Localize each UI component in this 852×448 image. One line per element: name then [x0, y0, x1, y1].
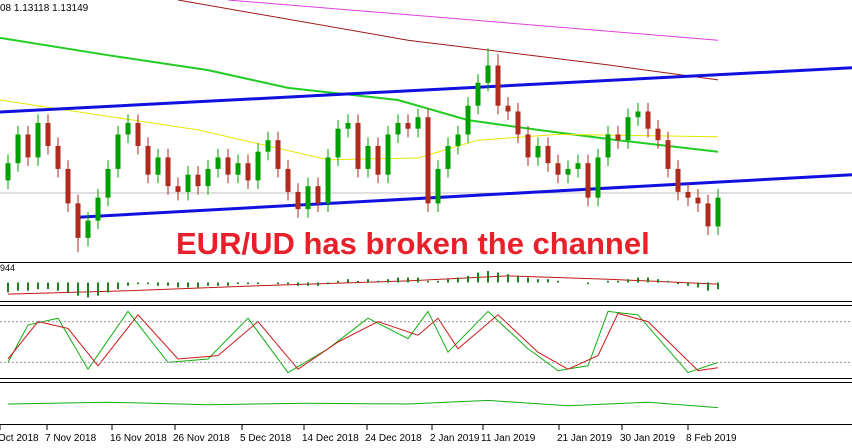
- indicator-line: [7, 312, 719, 372]
- candle-body: [215, 157, 221, 169]
- x-tick-label: 26 Nov 2018: [173, 433, 230, 444]
- candle-body: [385, 134, 391, 175]
- candle-body: [135, 122, 141, 146]
- candle-body: [85, 220, 91, 238]
- x-tick-label: 11 Jan 2019: [481, 433, 536, 444]
- candle-body: [525, 134, 531, 158]
- candle-body: [575, 163, 581, 169]
- candle-body: [645, 111, 651, 129]
- moving-average: [227, 0, 719, 41]
- candle-body: [605, 134, 611, 158]
- candle-body: [245, 163, 251, 181]
- candle-body: [165, 157, 171, 187]
- x-tick-label: 21 Jan 2019: [557, 433, 612, 444]
- x-tick-label: 8 Feb 2019: [686, 433, 737, 444]
- candle-body: [585, 163, 591, 198]
- candle-body: [335, 128, 341, 158]
- header: 08 1.13118 1.13149: [0, 3, 89, 14]
- moving-average: [177, 0, 719, 81]
- candle-body: [565, 168, 571, 175]
- annotation: EUR/UD has broken the channel: [176, 226, 650, 261]
- candle-body: [485, 65, 491, 83]
- panel-borders: [0, 262, 852, 425]
- candle-body: [505, 105, 511, 112]
- candle-body: [275, 140, 281, 169]
- moving-average: [0, 99, 719, 161]
- candle-body: [535, 145, 541, 158]
- candle-body: [475, 82, 481, 106]
- x-tick-label: Oct 2018: [0, 433, 39, 444]
- candle-body: [65, 168, 71, 204]
- candle-body: [555, 163, 561, 175]
- candle-body: [365, 145, 371, 169]
- candle-body: [435, 168, 441, 204]
- channel-line: [77, 173, 852, 219]
- indicator-line: [7, 399, 719, 409]
- candle-body: [515, 111, 521, 135]
- candle-body: [155, 157, 161, 175]
- x-tick-label: 14 Dec 2018: [302, 433, 359, 444]
- candle-body: [265, 140, 271, 152]
- candle-body: [715, 197, 721, 227]
- candle-body: [255, 151, 261, 181]
- x-tick-label: 24 Dec 2018: [365, 433, 422, 444]
- candle-body: [185, 174, 191, 192]
- channel-line: [0, 66, 852, 114]
- candle-body: [445, 145, 451, 169]
- x-tick-label: 30 Jan 2019: [620, 433, 675, 444]
- candle-body: [655, 128, 661, 141]
- candle-body: [375, 145, 381, 175]
- moving-average: [0, 36, 719, 153]
- candle-body: [315, 186, 321, 204]
- candle-body: [195, 174, 201, 187]
- candle-body: [395, 122, 401, 135]
- candle-body: [595, 157, 601, 198]
- x-tick-label: 2 Jan 2019: [430, 433, 480, 444]
- candle-body: [405, 122, 411, 129]
- x-tick-label: 16 Nov 2018: [110, 433, 167, 444]
- x-tick-label: 5 Dec 2018: [240, 433, 292, 444]
- candle-body: [675, 168, 681, 192]
- candle-body: [635, 111, 641, 118]
- candle-body: [145, 145, 151, 175]
- candle-body: [295, 191, 301, 210]
- candle-body: [455, 134, 461, 146]
- candle-body: [95, 197, 101, 221]
- candle-body: [175, 186, 181, 192]
- panel-label: 944: [0, 263, 15, 273]
- candle-body: [665, 140, 671, 169]
- candle-body: [425, 117, 431, 204]
- candle-body: [355, 122, 361, 169]
- candle-body: [15, 134, 21, 164]
- candle-body: [305, 186, 311, 210]
- candle-body: [115, 134, 121, 169]
- indicator-line: [7, 310, 719, 374]
- candle-body: [325, 157, 331, 204]
- candle-body: [415, 117, 421, 129]
- candle-body: [205, 168, 211, 187]
- candle-body: [105, 168, 111, 198]
- candle-body: [35, 122, 41, 158]
- candle-body: [685, 191, 691, 198]
- candle-body: [705, 203, 711, 227]
- candle-body: [25, 134, 31, 158]
- candle-body: [5, 163, 11, 181]
- candle-body: [125, 122, 131, 135]
- candle-body: [225, 157, 231, 175]
- candle-body: [285, 168, 291, 192]
- candle-body: [45, 122, 51, 146]
- candle-body: [465, 105, 471, 135]
- x-tick-label: 7 Nov 2018: [45, 433, 97, 444]
- candle-body: [345, 122, 351, 129]
- candle-body: [615, 134, 621, 141]
- candle-body: [545, 145, 551, 164]
- candle-body: [695, 197, 701, 204]
- candle-body: [625, 117, 631, 141]
- candle-body: [75, 203, 81, 238]
- candle-body: [55, 145, 61, 169]
- candle-body: [235, 163, 241, 175]
- candle-body: [495, 65, 501, 106]
